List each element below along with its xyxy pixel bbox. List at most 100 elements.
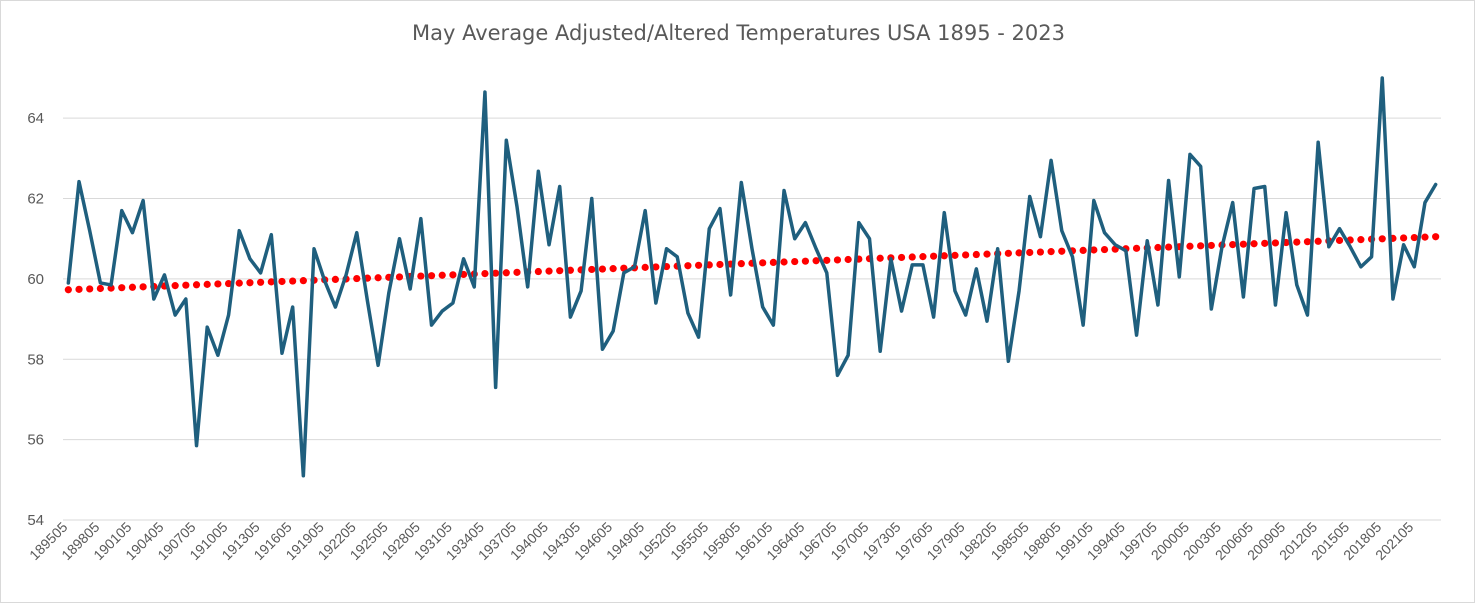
trend-dot xyxy=(694,261,703,269)
trend-dot xyxy=(513,268,521,276)
trend-dot xyxy=(214,280,222,288)
trend-dot xyxy=(876,254,884,262)
trend-dot xyxy=(588,265,596,274)
trend-dot xyxy=(86,285,94,293)
trend-dot xyxy=(652,263,660,271)
trend-dot xyxy=(844,255,852,264)
trend-dot xyxy=(1335,236,1344,245)
trend-dot xyxy=(1058,247,1066,255)
trend-series xyxy=(64,233,1440,294)
trend-dot xyxy=(833,256,842,264)
trend-dot xyxy=(908,253,916,261)
trend-dot xyxy=(374,274,382,282)
trend-dot xyxy=(962,251,970,259)
trend-dot xyxy=(139,283,147,291)
trend-dot xyxy=(171,282,179,290)
trend-dot xyxy=(1090,246,1098,254)
y-tick-label: 54 xyxy=(27,512,44,529)
trend-dot xyxy=(1207,241,1215,250)
trend-dot xyxy=(1271,239,1280,247)
trend-dot xyxy=(1165,243,1173,251)
trend-dot xyxy=(1047,248,1055,256)
trend-dot xyxy=(75,285,83,293)
chart-title: May Average Adjusted/Altered Temperature… xyxy=(411,21,1065,45)
trend-dot xyxy=(502,269,510,277)
trend-dot xyxy=(449,271,457,279)
trend-dot xyxy=(737,260,745,268)
trend-dot xyxy=(929,252,938,260)
trend-dot xyxy=(940,252,948,260)
trend-dot xyxy=(1154,243,1162,252)
trend-dot xyxy=(235,279,243,287)
trend-dot xyxy=(545,267,553,275)
y-tick-label: 56 xyxy=(27,432,44,449)
trend-dot xyxy=(64,286,72,294)
trend-dot xyxy=(203,280,211,288)
gridlines xyxy=(63,117,1441,521)
trend-dot xyxy=(1400,234,1408,242)
trend-dot xyxy=(417,272,425,280)
trend-dot xyxy=(566,266,575,274)
trend-dot xyxy=(224,279,233,288)
trend-dot xyxy=(791,257,799,266)
y-tick-label: 64 xyxy=(27,110,44,127)
trend-dot xyxy=(1004,249,1012,257)
x-axis-ticks: 1895051898051901051904051907051910051913… xyxy=(26,519,1416,563)
trend-dot xyxy=(192,281,201,289)
trend-dot xyxy=(1229,240,1237,249)
trend-dot xyxy=(684,262,692,270)
trend-dot xyxy=(972,250,980,259)
trend-dot xyxy=(1421,233,1429,241)
trend-dot xyxy=(1239,240,1247,248)
trend-dot xyxy=(919,253,927,261)
trend-dot xyxy=(1186,242,1194,250)
trend-dot xyxy=(983,250,991,258)
trend-dot xyxy=(759,259,767,267)
y-tick-label: 60 xyxy=(27,271,44,288)
trend-dot xyxy=(492,269,500,277)
trend-dot xyxy=(641,263,649,271)
trend-dot xyxy=(128,283,137,291)
trend-dot xyxy=(438,271,446,279)
temperature-series xyxy=(66,76,1438,478)
trend-dot xyxy=(257,278,265,286)
trend-dot xyxy=(769,258,777,267)
trend-dot xyxy=(299,277,307,285)
trend-dot xyxy=(1250,240,1258,248)
trend-dot xyxy=(331,275,339,283)
trend-dot xyxy=(556,267,564,275)
trend-dot xyxy=(897,253,906,262)
trend-dot xyxy=(481,269,489,278)
trend-dot xyxy=(812,257,820,265)
trend-dot xyxy=(118,284,126,292)
trend-dot xyxy=(427,272,436,280)
trend-dot xyxy=(246,279,254,287)
trend-dot xyxy=(1357,236,1365,244)
trend-dot xyxy=(182,281,190,289)
trend-dot xyxy=(716,260,724,269)
trend-dot xyxy=(1432,233,1440,241)
temperature-series-line xyxy=(66,76,1438,478)
trend-dot xyxy=(1410,233,1418,242)
y-axis-ticks: 54 56 58 60 62 64 xyxy=(27,110,44,529)
trend-dot xyxy=(534,267,542,276)
trend-dot xyxy=(395,273,404,281)
trend-dot xyxy=(609,265,617,273)
trend-dot xyxy=(278,277,286,286)
trend-dot xyxy=(1378,235,1386,243)
trend-dot xyxy=(1197,242,1205,250)
trend-dot xyxy=(1079,246,1087,254)
trend-dot xyxy=(1132,244,1141,252)
trend-dot xyxy=(1015,249,1023,257)
trend-dot xyxy=(1314,237,1322,245)
trend-dot xyxy=(951,251,959,259)
trend-dot xyxy=(823,256,831,264)
trend-dot xyxy=(353,274,361,283)
trend-dot xyxy=(1261,239,1269,247)
trend-dot xyxy=(598,265,607,273)
y-tick-label: 62 xyxy=(27,191,44,208)
trend-dot xyxy=(289,277,297,285)
trend-dot xyxy=(96,284,104,293)
